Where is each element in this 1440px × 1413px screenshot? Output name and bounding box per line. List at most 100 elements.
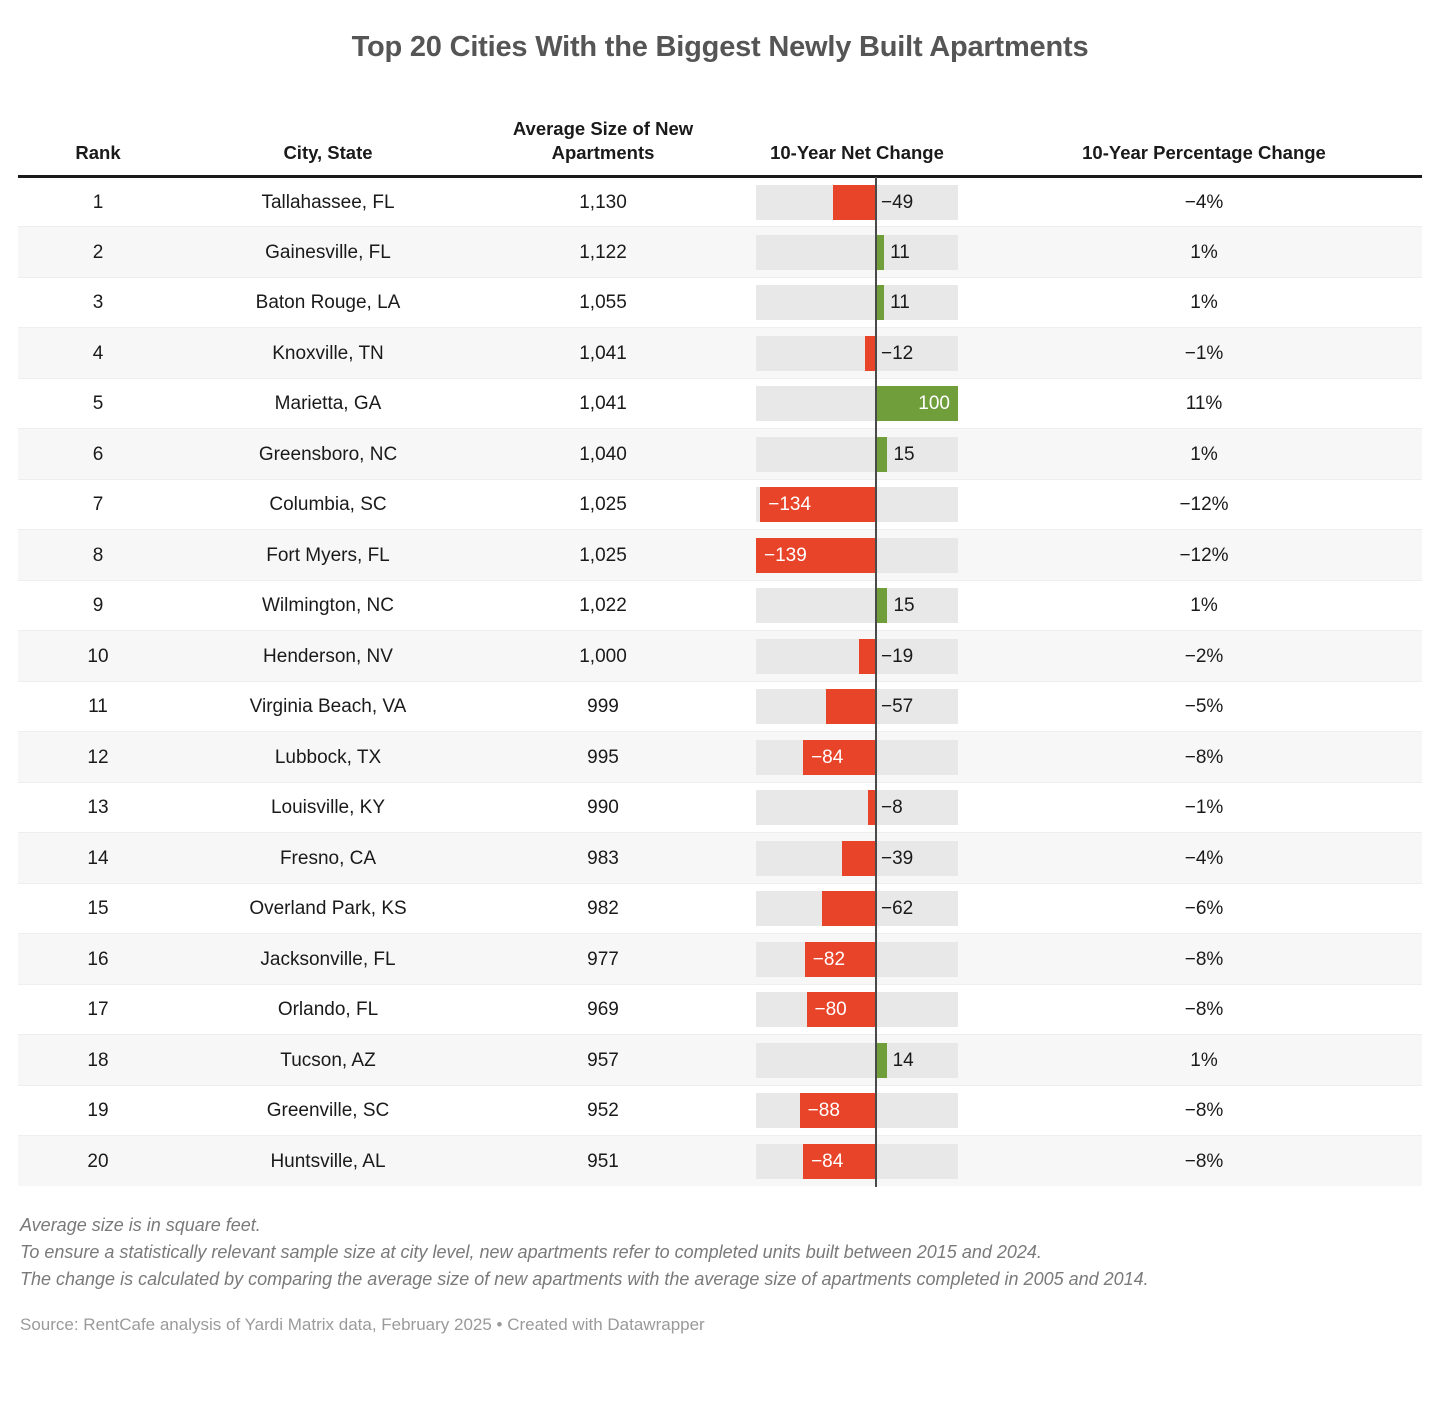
- bar-track: [756, 436, 958, 472]
- bar-positive: [875, 1042, 887, 1078]
- table-row[interactable]: 14 Fresno, CA 983 −39 −4%: [18, 832, 1422, 884]
- cell-net-change-bar: −88: [728, 1084, 986, 1137]
- bar-value-label: 100: [918, 393, 950, 415]
- bar-negative: [841, 840, 875, 876]
- table-row[interactable]: 18 Tucson, AZ 957 14 1%: [18, 1034, 1422, 1086]
- cell-city: Columbia, SC: [178, 478, 478, 530]
- cell-net-change-bar: −82: [728, 933, 986, 985]
- zero-reference-line: [875, 731, 877, 783]
- cell-percentage-change: −8%: [986, 731, 1422, 783]
- column-header-city[interactable]: City, State: [283, 142, 373, 164]
- cell-size: 1,055: [478, 276, 728, 328]
- bar-negative: [803, 739, 875, 775]
- cell-percentage-change: −12%: [986, 478, 1422, 530]
- cell-rank: 9: [18, 579, 178, 631]
- table-row[interactable]: 3 Baton Rouge, LA 1,055 11 1%: [18, 276, 1422, 329]
- bar-value-label: −88: [807, 1100, 840, 1122]
- zero-reference-line: [875, 883, 877, 935]
- cell-size: 999: [478, 680, 728, 732]
- cell-net-change-bar: −12: [728, 327, 986, 379]
- table-row[interactable]: 2 Gainesville, FL 1,122 11 1%: [18, 226, 1422, 278]
- zero-reference-line: [875, 529, 877, 581]
- cell-percentage-change: −5%: [986, 680, 1422, 732]
- cell-size: 969: [478, 983, 728, 1035]
- footnote-line: Average size is in square feet.: [20, 1215, 261, 1236]
- zero-reference-line: [875, 630, 877, 682]
- zero-reference-line: [875, 984, 877, 1036]
- bar-track: [756, 285, 958, 321]
- table-row[interactable]: 17 Orlando, FL 969 −80 −8%: [18, 983, 1422, 1036]
- cell-percentage-change: 1%: [986, 226, 1422, 278]
- cell-rank: 20: [18, 1135, 178, 1187]
- table-row[interactable]: 1 Tallahassee, FL 1,130 −49 −4%: [18, 176, 1422, 228]
- table-row[interactable]: 6 Greensboro, NC 1,040 15 1%: [18, 428, 1422, 480]
- cell-percentage-change: −2%: [986, 630, 1422, 682]
- table-row[interactable]: 16 Jacksonville, FL 977 −82 −8%: [18, 933, 1422, 985]
- column-header-rank[interactable]: Rank: [75, 142, 121, 164]
- footer: Average size is in square feet. To ensure…: [0, 1186, 1440, 1336]
- cell-percentage-change: 1%: [986, 428, 1422, 480]
- cell-percentage-change: −1%: [986, 781, 1422, 833]
- cell-rank: 14: [18, 832, 178, 884]
- cell-rank: 15: [18, 882, 178, 934]
- cell-rank: 18: [18, 1034, 178, 1086]
- cell-percentage-change: 1%: [986, 276, 1422, 328]
- table-row[interactable]: 4 Knoxville, TN 1,041 −12 −1%: [18, 327, 1422, 379]
- cell-size: 951: [478, 1135, 728, 1187]
- cell-net-change-bar: −19: [728, 630, 986, 682]
- bar-chart-cell: −57: [756, 681, 958, 733]
- bar-chart-cell: −84: [756, 1135, 958, 1187]
- footnotes: Average size is in square feet. To ensure…: [20, 1212, 1420, 1292]
- cell-net-change-bar: 11: [728, 276, 986, 329]
- cell-rank: 16: [18, 933, 178, 985]
- cell-city: Gainesville, FL: [178, 226, 478, 278]
- column-header-percentage-change[interactable]: 10-Year Percentage Change: [1082, 142, 1326, 164]
- table-row[interactable]: 10 Henderson, NV 1,000 −19 −2%: [18, 630, 1422, 682]
- bar-chart-cell: 14: [756, 1034, 958, 1086]
- cell-rank: 13: [18, 781, 178, 833]
- cell-city: Orlando, FL: [178, 983, 478, 1035]
- cell-rank: 12: [18, 731, 178, 783]
- table-row[interactable]: 8 Fort Myers, FL 1,025 −139 −12%: [18, 529, 1422, 581]
- bar-value-label: −134: [768, 494, 812, 516]
- cell-size: 1,022: [478, 579, 728, 631]
- cell-percentage-change: −8%: [986, 1084, 1422, 1136]
- cell-percentage-change: −4%: [1184, 191, 1224, 213]
- table-row[interactable]: 9 Wilmington, NC 1,022 15 1%: [18, 579, 1422, 632]
- table-row[interactable]: 20 Huntsville, AL 951 −84 −8%: [18, 1135, 1422, 1187]
- cell-net-change-bar: −8: [728, 781, 986, 834]
- bar-chart-cell: 11: [756, 277, 958, 329]
- cell-city: Tucson, AZ: [178, 1034, 478, 1086]
- table-row[interactable]: 5 Marietta, GA 1,041 100 11%: [18, 377, 1422, 430]
- footnote-line: The change is calculated by comparing th…: [20, 1268, 1149, 1289]
- zero-reference-line: [875, 277, 877, 329]
- table-row[interactable]: 11 Virginia Beach, VA 999 −57 −5%: [18, 680, 1422, 733]
- bar-track: [756, 335, 958, 371]
- table-row[interactable]: 15 Overland Park, KS 982 −62 −6%: [18, 882, 1422, 935]
- cell-percentage-change: −8%: [986, 1135, 1422, 1187]
- zero-reference-line: [875, 176, 877, 228]
- zero-reference-line: [875, 832, 877, 884]
- bar-chart-cell: −84: [756, 731, 958, 783]
- bar-negative: [799, 1093, 875, 1129]
- table-row[interactable]: 19 Greenville, SC 952 −88 −8%: [18, 1084, 1422, 1137]
- cell-net-change-bar: −80: [728, 983, 986, 1036]
- cell-city: Huntsville, AL: [178, 1135, 478, 1187]
- column-header-size[interactable]: Average Size of New Apartments: [512, 117, 694, 164]
- cell-net-change-bar: −62: [728, 882, 986, 935]
- table-row[interactable]: 13 Louisville, KY 990 −8 −1%: [18, 781, 1422, 834]
- cell-size: 1,122: [478, 226, 728, 278]
- column-header-net-change[interactable]: 10-Year Net Change: [770, 142, 944, 164]
- bar-track: [756, 588, 958, 624]
- table-row[interactable]: 12 Lubbock, TX 995 −84 −8%: [18, 731, 1422, 783]
- footnote-line: To ensure a statistically relevant sampl…: [20, 1242, 1042, 1263]
- table-row[interactable]: 7 Columbia, SC 1,025 −134 −12%: [18, 478, 1422, 531]
- zero-reference-line: [875, 327, 877, 379]
- bar-chart-cell: −88: [756, 1085, 958, 1137]
- cell-city: Marietta, GA: [178, 377, 478, 429]
- bar-chart-cell: −12: [756, 327, 958, 379]
- bar-negative: [804, 941, 875, 977]
- zero-reference-line: [875, 479, 877, 531]
- cell-rank: 11: [18, 680, 178, 732]
